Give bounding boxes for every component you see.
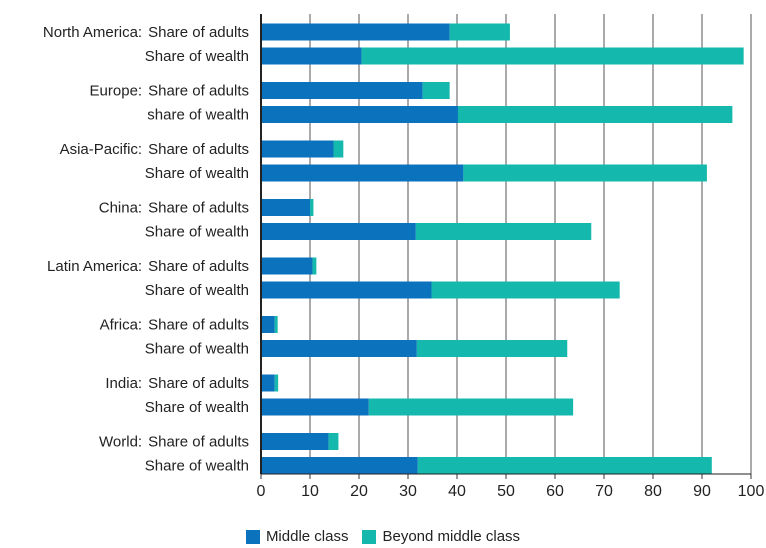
legend-label-middle-class: Middle class [265, 528, 349, 545]
bar-middle-2-1 [261, 164, 464, 182]
bar-beyond-5-0 [274, 316, 278, 333]
row-label-2-0: Share of adults [148, 141, 249, 158]
region-label-7: World: [99, 434, 142, 451]
row-label-3-0: Share of adults [148, 200, 249, 217]
bar-middle-7-1 [261, 457, 418, 474]
legend-swatch-middle-class [245, 529, 260, 544]
bar-middle-4-1 [261, 281, 432, 299]
region-label-0: North America: [43, 24, 142, 41]
region-label-4: Latin America: [47, 258, 142, 275]
legend-label-beyond-middle-class: Beyond middle class [382, 528, 521, 545]
bar-middle-1-0 [261, 82, 423, 99]
row-label-1-1: share of wealth [147, 107, 249, 124]
bar-beyond-0-1 [361, 47, 744, 65]
region-label-3: China: [99, 200, 142, 217]
x-tick-label-60: 60 [546, 483, 564, 500]
bar-middle-1-1 [261, 106, 458, 123]
bar-middle-2-0 [261, 140, 334, 158]
bar-beyond-1-0 [422, 82, 450, 99]
bar-beyond-3-0 [310, 199, 314, 216]
stacked-bar-chart: 0 10 20 30 40 50 60 70 80 90 100 Share of adults Nor… [43, 14, 765, 500]
x-tick-label-0: 0 [257, 483, 266, 500]
row-label-1-0: Share of adults [148, 83, 249, 100]
row-label-7-0: Share of adults [148, 434, 249, 451]
row-label-6-1: Share of wealth [145, 399, 249, 416]
legend-item-middle-class: Middle class [245, 528, 349, 545]
row-label-7-1: Share of wealth [145, 458, 249, 475]
bar-beyond-6-0 [274, 374, 279, 392]
bar-beyond-0-0 [449, 23, 510, 41]
x-tick-label-100: 100 [738, 483, 765, 500]
row-label-3-1: Share of wealth [145, 224, 249, 241]
x-tick-label-80: 80 [644, 483, 662, 500]
x-tick-label-50: 50 [497, 483, 515, 500]
bar-beyond-2-1 [463, 164, 707, 182]
bar-beyond-3-1 [415, 223, 592, 240]
row-label-5-1: Share of wealth [145, 341, 249, 358]
x-tick-label-40: 40 [448, 483, 466, 500]
legend-item-beyond-middle-class: Beyond middle class [362, 528, 520, 545]
legend: Middle class Beyond middle class [0, 528, 766, 545]
bar-middle-5-1 [261, 340, 417, 357]
bar-middle-0-0 [261, 23, 450, 41]
row-label-2-1: Share of wealth [145, 165, 249, 182]
region-label-6: India: [105, 375, 142, 392]
row-label-5-0: Share of adults [148, 317, 249, 334]
bar-middle-0-1 [261, 47, 362, 65]
bar-beyond-5-1 [416, 340, 568, 357]
bar-middle-6-0 [261, 374, 275, 392]
row-label-4-0: Share of adults [148, 258, 249, 275]
row-label-6-0: Share of adults [148, 375, 249, 392]
bar-middle-3-1 [261, 223, 416, 240]
bar-beyond-2-0 [333, 140, 344, 158]
bar-middle-4-0 [261, 257, 313, 275]
x-tick-label-90: 90 [693, 483, 711, 500]
bar-beyond-7-0 [328, 433, 339, 450]
bar-beyond-1-1 [457, 106, 733, 123]
bar-middle-5-0 [261, 316, 275, 333]
bar-beyond-7-1 [417, 457, 712, 474]
row-label-0-0: Share of adults [148, 24, 249, 41]
bar-beyond-4-0 [312, 257, 317, 275]
bar-middle-3-0 [261, 199, 310, 216]
legend-swatch-beyond-middle-class [362, 529, 377, 544]
x-tick-label-10: 10 [301, 483, 319, 500]
x-tick-label-20: 20 [350, 483, 368, 500]
region-label-5: Africa: [100, 317, 143, 334]
row-label-4-1: Share of wealth [145, 282, 249, 299]
bar-middle-6-1 [261, 398, 369, 416]
region-label-1: Europe: [90, 83, 143, 100]
row-label-0-1: Share of wealth [145, 48, 249, 65]
bar-beyond-4-1 [431, 281, 620, 299]
bar-middle-7-0 [261, 433, 329, 450]
x-tick-label-30: 30 [399, 483, 417, 500]
region-label-2: Asia-Pacific: [60, 141, 143, 158]
x-tick-label-70: 70 [595, 483, 613, 500]
bar-beyond-6-1 [368, 398, 574, 416]
